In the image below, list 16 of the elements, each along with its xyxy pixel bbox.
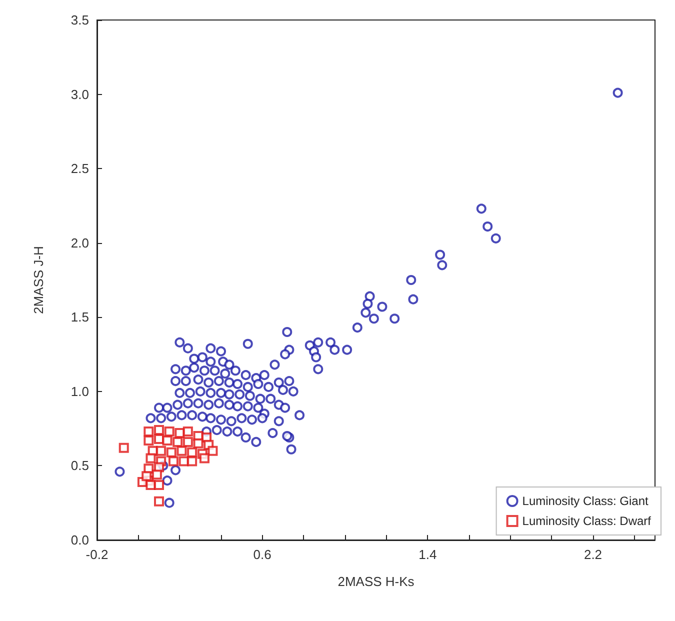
y-tick-label: 2.0 [70,235,89,250]
y-tick-label: 1.0 [70,384,89,399]
x-tick-label: 2.2 [584,547,602,562]
x-axis-title: 2MASS H-Ks [338,574,415,589]
y-tick-label: 2.5 [70,161,89,176]
legend-label: Luminosity Class: Dwarf [522,514,652,528]
legend-label: Luminosity Class: Giant [522,494,650,508]
x-tick-label: 0.6 [253,547,272,562]
x-tick-label: 1.4 [418,547,437,562]
y-tick-label: 3.5 [70,12,89,28]
y-tick-label: 0.0 [70,532,89,548]
y-tick-label: 1.5 [70,310,89,325]
x-tick-label: -0.2 [86,547,108,562]
y-tick-label: 0.5 [70,458,89,474]
y-axis-title: 2MASS J-H [31,246,46,314]
y-tick-label: 3.0 [70,86,89,102]
